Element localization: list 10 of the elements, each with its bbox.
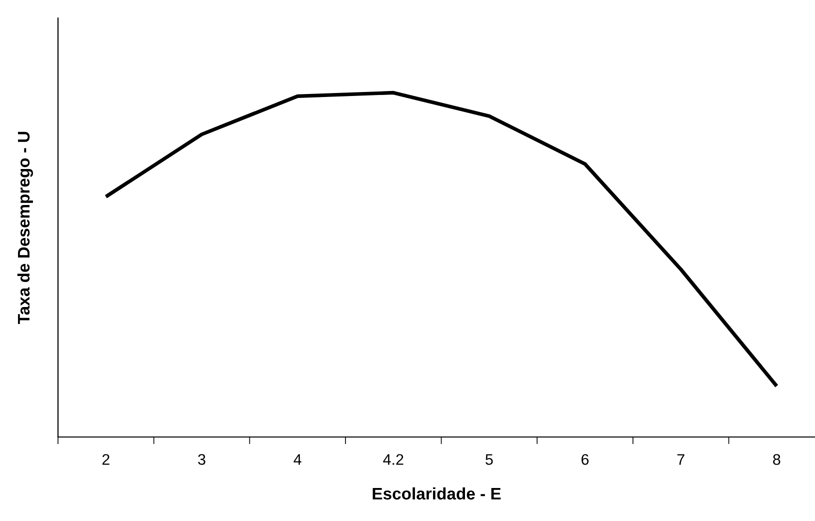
x-tick-label: 4 [294,454,302,465]
x-tick-label: 3 [198,454,206,465]
x-tick-label: 7 [677,454,684,465]
y-axis-title: Taxa de Desemprego - U [17,132,33,324]
x-tick-label: 5 [486,454,493,465]
x-tick-label: 6 [582,454,589,465]
x-tick-label: 2 [102,454,110,465]
x-tick-label: 8 [773,454,780,465]
x-axis-title: Escolaridade - E [372,487,501,500]
x-tick-label: 4.2 [383,454,404,465]
